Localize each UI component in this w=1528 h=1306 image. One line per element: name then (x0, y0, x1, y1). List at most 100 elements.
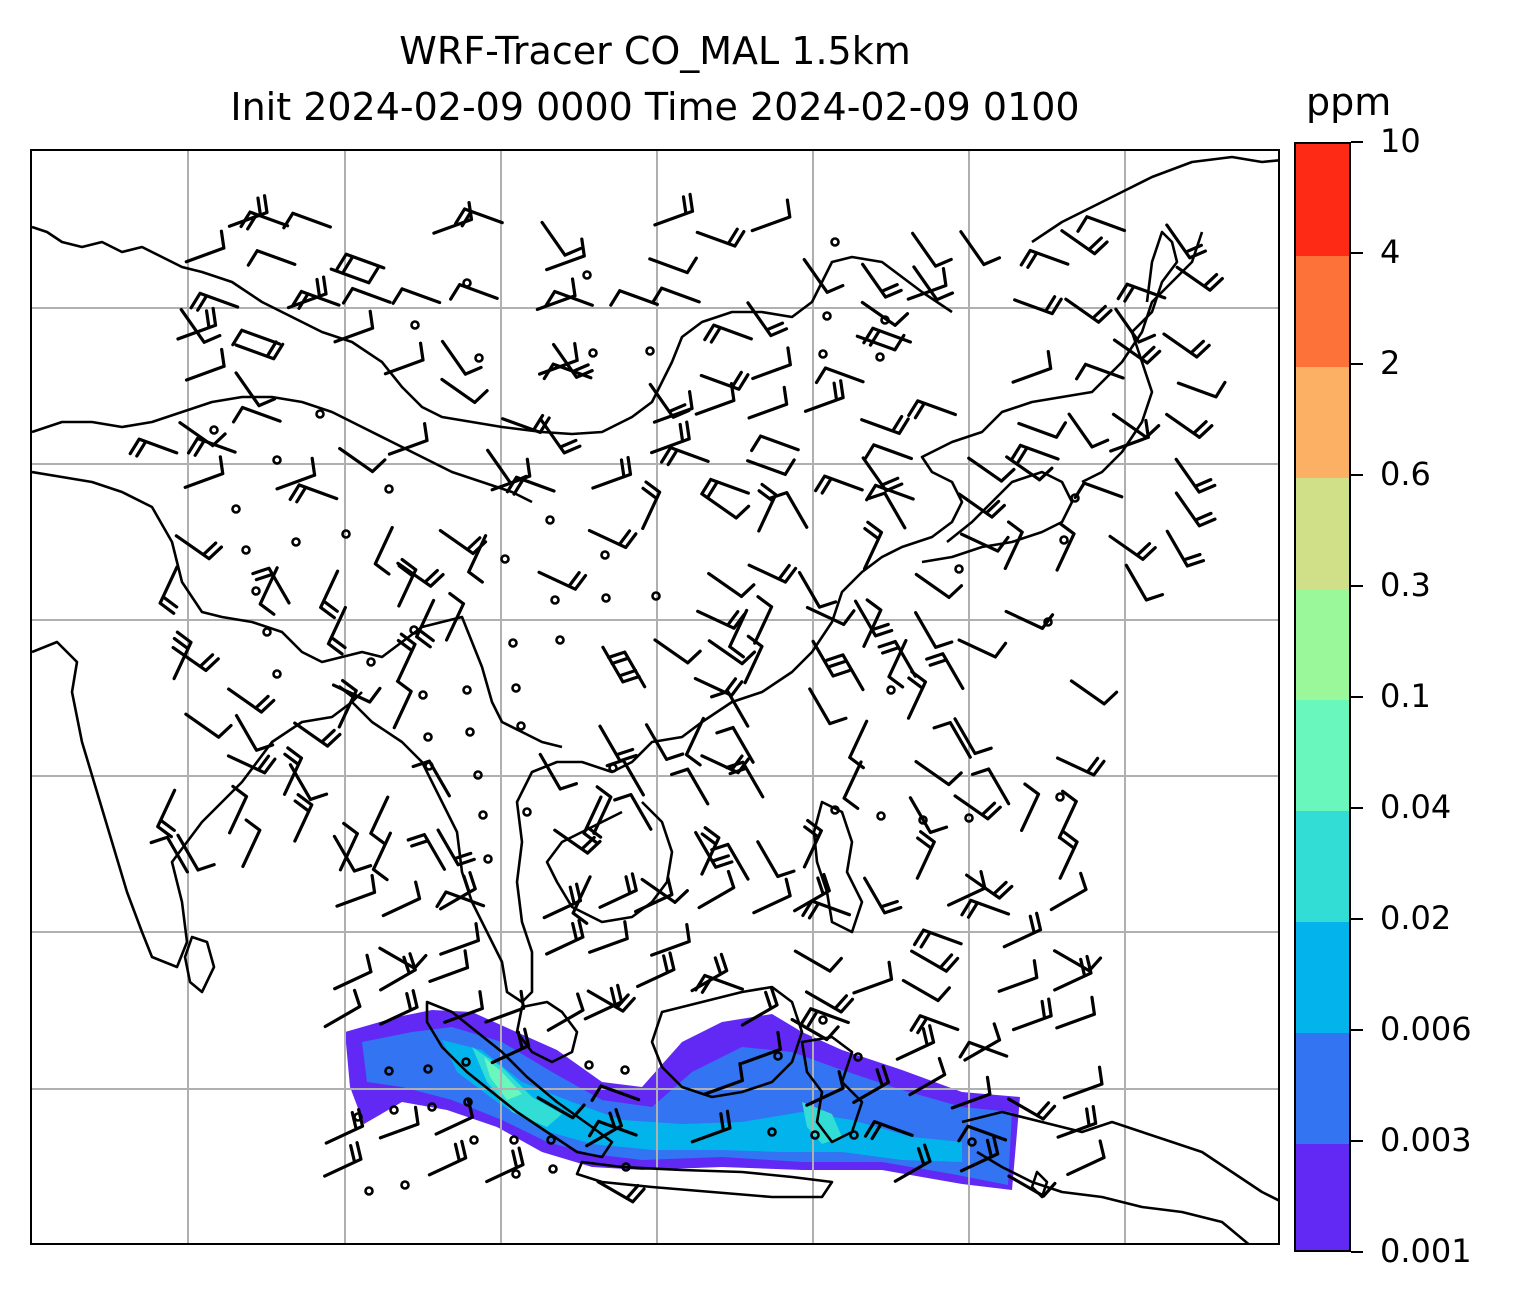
wind-barb (753, 595, 774, 645)
wind-barb (650, 420, 691, 455)
wind-barb (970, 767, 1011, 806)
colorbar-unit-label: ppm (1306, 80, 1392, 124)
calm-wind-marker (620, 1065, 630, 1075)
wind-barb (801, 899, 852, 920)
wind-barb (953, 794, 1002, 821)
calm-wind-marker (384, 484, 394, 494)
wind-barb (535, 277, 577, 312)
wind-barb (1017, 421, 1068, 439)
wind-barb (710, 689, 750, 728)
wind-barb (653, 192, 695, 227)
wind-barb (436, 828, 476, 867)
colorbar-tick-label: 4 (1380, 233, 1401, 271)
wind-barb (324, 1107, 365, 1145)
coast-new-guinea (961, 1110, 1278, 1243)
calm-wind-marker (262, 627, 272, 637)
wind-barb (651, 286, 701, 305)
wind-barb (746, 458, 796, 477)
wind-barb (587, 1119, 638, 1138)
colorbar-tick-label: 0.6 (1380, 455, 1431, 493)
wind-barb (644, 723, 685, 761)
wind-barb (538, 752, 579, 791)
wind-barb (288, 483, 339, 504)
wind-barb (290, 289, 341, 310)
wind-barb (540, 220, 583, 257)
calm-wind-marker (462, 685, 472, 695)
colorbar-tick (1351, 1140, 1363, 1142)
calm-wind-marker (469, 1135, 479, 1145)
wind-barb (747, 563, 798, 584)
calm-wind-marker (511, 1169, 521, 1179)
wind-barb (1011, 350, 1053, 384)
wind-barb (650, 923, 691, 957)
wind-barbs (128, 192, 1227, 1204)
wind-barb (710, 842, 750, 881)
colorbar-tick (1351, 1029, 1363, 1031)
colorbar-segment (1296, 477, 1349, 589)
wind-barb (863, 876, 903, 915)
calm-wind-marker (651, 591, 661, 601)
colorbar-tick (1351, 474, 1363, 476)
wind-barb (756, 840, 796, 879)
wind-barb (337, 678, 358, 729)
wind-barb (863, 443, 913, 461)
wind-barb (912, 928, 963, 949)
wind-barb (226, 754, 277, 775)
wind-barb (1060, 229, 1109, 256)
wind-barb (901, 978, 951, 1003)
wind-barb (1111, 412, 1161, 439)
wind-barb (227, 194, 269, 228)
wind-barb (1004, 609, 1055, 630)
wind-barb (967, 456, 1016, 483)
wind-barb (158, 565, 179, 615)
wind-barb (887, 638, 908, 689)
wind-barb (808, 687, 848, 726)
wind-barb (319, 569, 340, 620)
coast-malay-tip (515, 1000, 579, 1064)
coast-mainland-asia (351, 231, 1204, 1004)
wind-barb (338, 821, 359, 872)
wind-barb (379, 952, 417, 992)
coast-java (575, 1160, 834, 1199)
wind-barb (282, 211, 332, 230)
calm-wind-marker (483, 854, 493, 864)
wind-barb (251, 566, 291, 605)
wind-barb (546, 992, 585, 1032)
wind-barb (449, 283, 499, 301)
calm-wind-marker (423, 732, 433, 742)
wind-barb (505, 475, 556, 496)
wind-barb (653, 638, 702, 665)
wind-barb (246, 249, 297, 267)
wind-barb (341, 286, 392, 305)
calm-wind-marker (853, 1052, 863, 1062)
wind-barb (231, 328, 281, 347)
calm-wind-marker (621, 1162, 631, 1172)
calm-wind-marker (364, 1186, 374, 1196)
wind-barb (910, 949, 960, 973)
wind-barb (1020, 782, 1041, 833)
wind-barb (860, 414, 910, 435)
calm-wind-marker (418, 690, 428, 700)
wind-barb (814, 366, 865, 385)
wind-barb (288, 763, 329, 802)
coast-indochina (545, 801, 674, 924)
calm-wind-marker (272, 455, 282, 465)
wind-barb (634, 876, 674, 914)
coast-sumatra (425, 1000, 614, 1159)
coast-japan-south (921, 470, 1074, 564)
wind-barb (908, 1056, 947, 1097)
calm-wind-marker (1059, 535, 1069, 545)
wind-barb (387, 422, 429, 456)
wind-barb (596, 1180, 646, 1204)
calm-wind-marker (954, 564, 964, 574)
wind-barb (1174, 491, 1217, 528)
wind-barb (571, 875, 592, 925)
wind-barb (728, 608, 749, 659)
wind-barb (1165, 529, 1206, 568)
wind-barb (542, 882, 583, 920)
wind-barb (1124, 563, 1165, 602)
coast-philippines (812, 800, 864, 934)
wind-barb (323, 988, 362, 1029)
wind-barb (467, 534, 488, 584)
calm-wind-marker (830, 805, 840, 815)
